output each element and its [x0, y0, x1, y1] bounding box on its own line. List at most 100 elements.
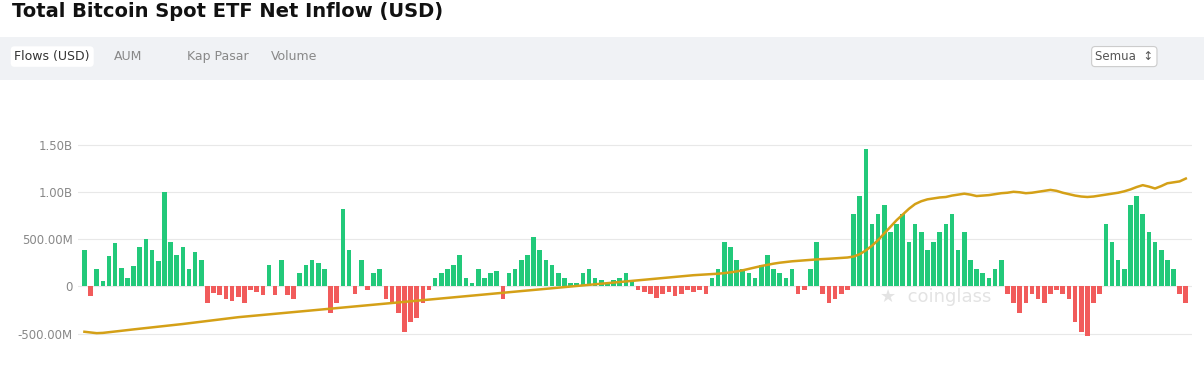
Bar [1085, 287, 1090, 337]
Bar [1128, 205, 1133, 287]
Bar [531, 237, 536, 287]
Bar [857, 196, 862, 287]
Bar [408, 287, 413, 322]
Bar [1011, 287, 1016, 303]
Bar [772, 269, 775, 287]
Bar [396, 287, 401, 313]
Bar [236, 287, 241, 297]
Bar [709, 278, 714, 287]
Bar [513, 269, 518, 287]
Bar [814, 242, 819, 287]
Bar [1171, 269, 1176, 287]
Bar [986, 278, 991, 287]
Bar [901, 215, 905, 287]
Bar [1091, 287, 1096, 303]
Bar [778, 273, 783, 287]
Bar [974, 269, 979, 287]
Bar [439, 273, 443, 287]
Bar [851, 215, 856, 287]
Bar [574, 283, 579, 287]
Bar [1184, 287, 1188, 303]
Bar [716, 269, 720, 287]
Bar [1061, 287, 1066, 294]
Bar [482, 278, 486, 287]
Bar [685, 287, 690, 290]
Bar [790, 269, 795, 287]
Bar [556, 273, 561, 287]
Bar [452, 265, 456, 287]
Bar [1140, 215, 1145, 287]
Bar [802, 287, 807, 290]
Bar [432, 278, 437, 287]
Bar [654, 287, 659, 298]
Bar [1110, 242, 1114, 287]
Bar [495, 271, 498, 287]
Bar [1134, 196, 1139, 287]
Bar [869, 224, 874, 287]
Bar [242, 287, 247, 303]
Bar [752, 278, 757, 287]
Bar [335, 287, 340, 303]
Bar [488, 273, 492, 287]
Bar [377, 269, 382, 287]
Bar [347, 250, 352, 287]
Bar [612, 280, 616, 287]
Text: Flows (USD): Flows (USD) [14, 50, 90, 63]
Bar [260, 287, 265, 295]
Bar [476, 269, 480, 287]
Bar [212, 287, 216, 293]
Bar [119, 268, 124, 287]
Bar [667, 287, 672, 292]
Bar [618, 278, 622, 287]
Bar [691, 287, 696, 292]
Bar [1104, 224, 1108, 287]
Bar [913, 224, 917, 287]
Bar [501, 287, 506, 299]
Bar [895, 224, 899, 287]
Bar [279, 260, 284, 287]
Bar [796, 287, 801, 294]
Bar [697, 287, 702, 290]
Bar [993, 269, 997, 287]
Bar [187, 269, 191, 287]
Bar [149, 250, 154, 287]
Bar [606, 283, 609, 287]
Bar [925, 250, 929, 287]
Bar [309, 260, 314, 287]
Bar [519, 260, 524, 287]
Bar [199, 260, 203, 287]
Bar [722, 242, 727, 287]
Legend: Arus masuk, Keluar, Harga BTC: Arus masuk, Keluar, Harga BTC [497, 42, 773, 65]
Bar [254, 287, 259, 292]
Bar [580, 273, 585, 287]
Bar [157, 261, 160, 287]
Bar [661, 287, 665, 294]
Bar [944, 224, 948, 287]
Bar [827, 287, 831, 303]
Bar [131, 266, 136, 287]
Bar [218, 287, 222, 295]
Bar [291, 287, 296, 299]
Bar [950, 215, 955, 287]
Bar [359, 260, 364, 287]
Bar [648, 287, 653, 294]
Bar [938, 233, 942, 287]
Bar [107, 256, 111, 287]
Bar [968, 260, 973, 287]
Bar [919, 233, 923, 287]
Bar [315, 263, 320, 287]
Bar [143, 239, 148, 287]
Bar [592, 278, 597, 287]
Bar [458, 255, 462, 287]
Bar [630, 280, 635, 287]
Bar [1035, 287, 1040, 299]
Bar [1097, 287, 1102, 294]
Bar [875, 215, 880, 287]
Bar [82, 250, 87, 287]
Bar [329, 287, 332, 313]
Bar [113, 243, 118, 287]
Bar [568, 283, 573, 287]
Bar [863, 149, 868, 287]
Bar [297, 273, 302, 287]
Bar [1178, 287, 1182, 294]
